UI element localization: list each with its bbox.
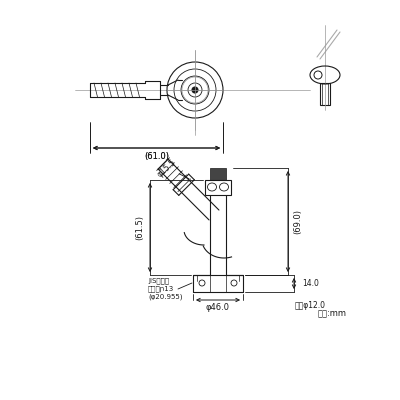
Text: (61.5): (61.5) — [136, 214, 144, 240]
Text: (φ20.955): (φ20.955) — [148, 294, 182, 300]
Text: 内径φ12.0: 内径φ12.0 — [295, 302, 326, 310]
Bar — [320, 83, 330, 105]
Text: (61.0): (61.0) — [144, 152, 169, 160]
Text: 取付ねր13: 取付ねր13 — [148, 286, 174, 292]
Text: (61.0): (61.0) — [144, 152, 169, 160]
Text: JIS給水栓: JIS給水栓 — [148, 278, 169, 284]
Bar — [210, 168, 226, 180]
Text: 単位:mm: 単位:mm — [318, 310, 347, 318]
Circle shape — [192, 87, 198, 93]
Text: φ15.5: φ15.5 — [156, 158, 178, 180]
Text: (69.0): (69.0) — [294, 208, 302, 234]
Text: 14.0: 14.0 — [302, 278, 319, 288]
Text: φ46.0: φ46.0 — [206, 304, 230, 312]
Bar — [205, 180, 231, 195]
